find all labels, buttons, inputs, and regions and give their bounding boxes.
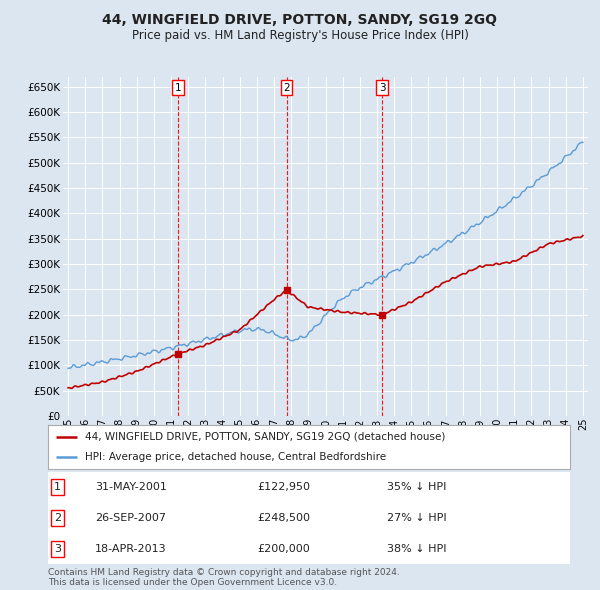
Text: 44, WINGFIELD DRIVE, POTTON, SANDY, SG19 2GQ: 44, WINGFIELD DRIVE, POTTON, SANDY, SG19… <box>103 13 497 27</box>
Text: 26-SEP-2007: 26-SEP-2007 <box>95 513 166 523</box>
Text: £248,500: £248,500 <box>257 513 310 523</box>
Text: 31-MAY-2001: 31-MAY-2001 <box>95 483 167 492</box>
Text: £122,950: £122,950 <box>257 483 310 492</box>
Text: 3: 3 <box>54 544 61 553</box>
Text: 3: 3 <box>379 83 385 93</box>
Text: 18-APR-2013: 18-APR-2013 <box>95 544 167 553</box>
Text: Contains HM Land Registry data © Crown copyright and database right 2024.: Contains HM Land Registry data © Crown c… <box>48 568 400 576</box>
Text: 38% ↓ HPI: 38% ↓ HPI <box>388 544 447 553</box>
Text: This data is licensed under the Open Government Licence v3.0.: This data is licensed under the Open Gov… <box>48 578 337 587</box>
Text: Price paid vs. HM Land Registry's House Price Index (HPI): Price paid vs. HM Land Registry's House … <box>131 30 469 42</box>
Text: £200,000: £200,000 <box>257 544 310 553</box>
Text: 27% ↓ HPI: 27% ↓ HPI <box>388 513 447 523</box>
Text: 1: 1 <box>175 83 182 93</box>
Text: 44, WINGFIELD DRIVE, POTTON, SANDY, SG19 2GQ (detached house): 44, WINGFIELD DRIVE, POTTON, SANDY, SG19… <box>85 432 445 442</box>
Text: 1: 1 <box>54 483 61 492</box>
Text: 2: 2 <box>54 513 61 523</box>
Text: HPI: Average price, detached house, Central Bedfordshire: HPI: Average price, detached house, Cent… <box>85 452 386 462</box>
Text: 35% ↓ HPI: 35% ↓ HPI <box>388 483 446 492</box>
Text: 2: 2 <box>283 83 290 93</box>
